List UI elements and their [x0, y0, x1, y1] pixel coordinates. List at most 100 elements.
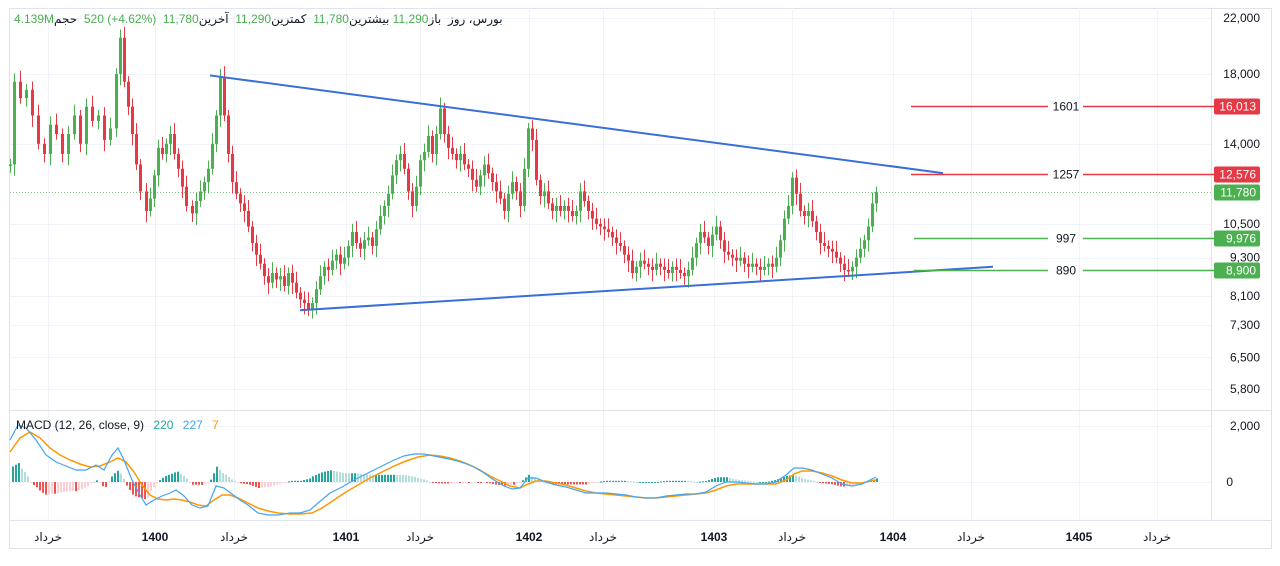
candle — [575, 210, 578, 217]
candle — [55, 124, 58, 135]
candle — [783, 218, 786, 241]
candle — [635, 266, 638, 274]
candle — [863, 240, 866, 249]
candle — [149, 198, 152, 211]
time-tick-label: خرداد — [220, 530, 248, 545]
macd-legend[interactable]: MACD (12, 26, close, 9) 220 227 7 — [16, 418, 219, 432]
symbol-name[interactable]: بورس — [472, 12, 503, 26]
open-value: 11,290 — [392, 12, 429, 26]
candle — [423, 151, 426, 161]
svg-text:8,900: 8,900 — [1226, 264, 1256, 278]
candle — [567, 205, 570, 211]
candle — [275, 273, 278, 280]
candle — [663, 266, 666, 270]
candle — [153, 175, 156, 199]
candle — [203, 182, 206, 192]
candle — [771, 263, 774, 267]
macd-signal-line — [9, 431, 877, 515]
time-tick-label: 1402 — [516, 530, 543, 544]
candle — [379, 216, 382, 230]
candle — [627, 254, 630, 261]
candle — [97, 115, 100, 121]
candle — [19, 81, 22, 99]
candle — [395, 160, 398, 176]
time-tick-label: خرداد — [589, 530, 617, 545]
candle — [399, 153, 402, 161]
candle — [647, 263, 650, 267]
candle — [443, 108, 446, 135]
candle — [571, 210, 574, 217]
candle — [267, 276, 270, 283]
ascending-support-trendline[interactable] — [299, 265, 994, 312]
time-axis[interactable]: خرداد 1400 خرداد 1401 خرداد 1402 خرداد 1403 خردا… — [34, 530, 1171, 545]
candle — [699, 231, 702, 244]
price-axis[interactable]: 22,000 18,000 14,000 10,500 9,300 8,100 7,300 6… — [1223, 11, 1260, 396]
candle — [431, 135, 434, 154]
candle — [527, 128, 530, 169]
macd-axis[interactable]: 2,000 0 — [1226, 419, 1260, 489]
candle — [13, 81, 16, 165]
candle — [687, 269, 690, 277]
candle — [43, 143, 46, 154]
candle — [683, 273, 686, 277]
candle — [715, 226, 718, 235]
horizontal-levels[interactable]: 1601 1257 997 890 — [911, 100, 1214, 278]
candle — [391, 175, 394, 194]
candle — [79, 115, 82, 144]
candle — [215, 115, 218, 144]
candle — [535, 139, 538, 180]
candle — [459, 153, 462, 161]
candle — [347, 245, 350, 258]
time-tick-label: 1401 — [333, 530, 360, 544]
candle — [559, 205, 562, 211]
candle — [463, 153, 466, 165]
candle — [823, 243, 826, 246]
candle — [419, 160, 422, 187]
candle — [181, 168, 184, 187]
volume-label: حجم — [54, 12, 78, 26]
macd-indicator[interactable] — [9, 424, 878, 516]
candle — [531, 128, 534, 140]
candle — [871, 203, 874, 227]
candle — [755, 263, 758, 267]
candle — [199, 191, 202, 201]
candle — [219, 76, 222, 116]
candle — [283, 276, 286, 286]
candle — [507, 193, 510, 211]
candle — [867, 226, 870, 241]
candle — [555, 205, 558, 211]
descending-resistance-trendline[interactable] — [209, 74, 944, 175]
candlestick-series[interactable] — [9, 26, 878, 319]
candle — [411, 191, 414, 206]
candle — [835, 251, 838, 258]
candle — [747, 263, 750, 267]
candle — [651, 266, 654, 270]
macd-line-value: 227 — [182, 418, 203, 432]
candle — [603, 226, 606, 230]
candle — [655, 263, 658, 270]
candle — [383, 205, 386, 217]
level-label: 1257 — [1053, 168, 1080, 182]
candle — [743, 257, 746, 264]
candle — [311, 303, 314, 311]
price-tick-label: 8,100 — [1230, 289, 1260, 303]
candle — [85, 106, 88, 144]
candle — [343, 257, 346, 264]
candle — [239, 193, 242, 204]
candle — [91, 106, 94, 121]
trendlines[interactable] — [209, 74, 994, 312]
level-label: 890 — [1056, 264, 1076, 278]
candle — [139, 164, 142, 192]
candle — [727, 251, 730, 255]
low-value: 11,290 — [235, 12, 272, 26]
candle — [475, 179, 478, 187]
candle — [363, 240, 366, 249]
grid-lines — [10, 8, 1211, 520]
candle — [811, 210, 814, 222]
candle — [707, 237, 710, 246]
candle — [551, 203, 554, 211]
macd-tick-label: 2,000 — [1230, 419, 1260, 433]
candle — [227, 115, 230, 154]
high-value: 11,780 — [313, 12, 349, 26]
